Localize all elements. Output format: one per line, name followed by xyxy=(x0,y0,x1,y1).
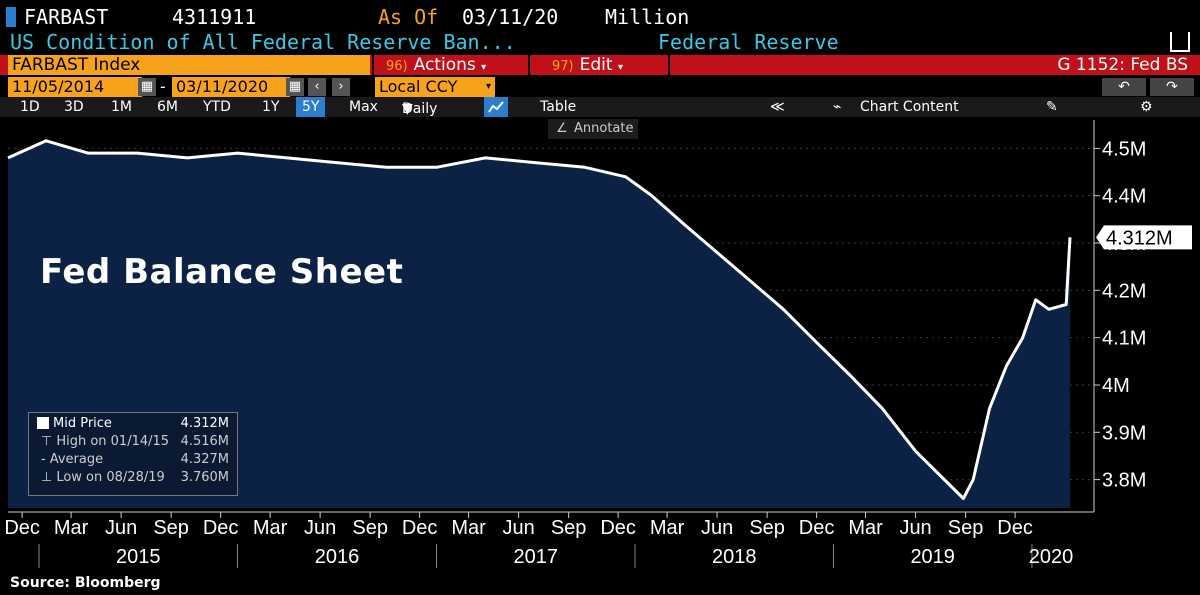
x-tick-label: Mar xyxy=(848,517,883,539)
calendar-icon[interactable]: ▦ xyxy=(286,78,304,96)
x-tick-label: Mar xyxy=(650,517,685,539)
chart-content-icon[interactable]: ⌁ xyxy=(833,99,842,115)
currency-select[interactable]: Local CCY ▾ xyxy=(375,77,495,97)
share-icon[interactable] xyxy=(1170,32,1190,52)
last-value: 4311911 xyxy=(172,5,257,29)
y-tick-label: 3.8M xyxy=(1102,470,1146,492)
x-tick-label: Mar xyxy=(451,517,486,539)
range-5y[interactable]: 5Y xyxy=(296,97,326,117)
data-source: Federal Reserve xyxy=(658,30,839,54)
x-tick-label: Sep xyxy=(153,517,189,539)
actions-menu[interactable]: 96) Actions ▾ xyxy=(386,55,487,75)
x-year-label: 2018 xyxy=(712,546,757,568)
x-axis: Dec Mar Jun Sep Dec Mar Jun Sep Dec Mar Jun Sep Dec M… xyxy=(4,511,1094,568)
table-button[interactable]: Table xyxy=(540,99,577,115)
x-year-label: 2017 xyxy=(513,546,558,568)
y-tick-label: 4.1M xyxy=(1102,328,1146,350)
x-year-label: 2015 xyxy=(116,546,161,568)
y-tick-label: 4.5M xyxy=(1102,138,1146,160)
x-tick-label: Dec xyxy=(997,517,1033,539)
dropdown-arrow-icon: ▼ xyxy=(402,101,413,117)
x-tick-label: Dec xyxy=(4,517,40,539)
end-date-field[interactable]: 03/11/2020 xyxy=(172,77,290,97)
title-bar: FARBAST 4311911 As Of 03/11/20 Million xyxy=(0,4,1200,30)
annotate-button[interactable]: ∠ Annotate xyxy=(548,119,638,139)
x-tick-label: Dec xyxy=(402,517,438,539)
x-tick-label: Jun xyxy=(502,517,534,539)
x-tick-label: Dec xyxy=(203,517,239,539)
legend: Mid Price 4.312M ⊤ High on 01/14/15 4.516… xyxy=(28,412,238,496)
legend-mid-price: Mid Price 4.312M xyxy=(37,415,233,433)
x-tick-label: Jun xyxy=(899,517,931,539)
range-1y[interactable]: 1Y xyxy=(262,99,280,115)
x-year-label: 2020 xyxy=(1029,546,1074,568)
range-max[interactable]: Max xyxy=(349,99,378,115)
x-tick-label: Mar xyxy=(253,517,288,539)
legend-low: ⊥ Low on 08/28/19 3.760M xyxy=(41,470,229,485)
index-field[interactable]: FARBAST Index xyxy=(8,55,370,75)
collapse-icon[interactable]: ≪ xyxy=(770,99,785,115)
date-dash: - xyxy=(160,77,166,96)
legend-average: - Average 4.327M xyxy=(41,452,229,467)
x-year-label: 2019 xyxy=(910,546,955,568)
legend-high: ⊤ High on 01/14/15 4.516M xyxy=(41,434,229,449)
unit-label: Million xyxy=(605,5,690,29)
gear-icon[interactable]: ⚙ xyxy=(1140,99,1153,115)
flag-icon xyxy=(6,7,16,27)
start-date-field[interactable]: 11/05/2014 xyxy=(8,77,142,97)
chart-id: G 1152: Fed BS xyxy=(1057,55,1188,75)
calendar-icon[interactable]: ▦ xyxy=(138,78,156,96)
dropdown-arrow-icon: ▾ xyxy=(617,62,623,73)
prev-arrow-icon[interactable]: ‹ xyxy=(308,78,326,96)
edit-icon[interactable]: ✎ xyxy=(1046,99,1058,115)
range-6m[interactable]: 6M xyxy=(157,99,178,115)
x-tick-label: Dec xyxy=(799,517,835,539)
undo-icon[interactable]: ↶ xyxy=(1102,78,1146,96)
range-3d[interactable]: 3D xyxy=(64,99,84,115)
range-1m[interactable]: 1M xyxy=(111,99,132,115)
chart-content-button[interactable]: Chart Content xyxy=(860,99,959,115)
y-tick-label: 3.9M xyxy=(1102,422,1146,444)
next-arrow-icon[interactable]: › xyxy=(332,78,350,96)
legend-swatch xyxy=(37,417,49,429)
chart-controls: 1D 3D 1M 6M YTD 1Y 5Y Max Daily ▼ Table … xyxy=(0,97,1200,117)
edit-menu[interactable]: 97) Edit ▾ xyxy=(552,55,623,75)
date-range-bar: 11/05/2014 ▦ - 03/11/2020 ▦ ‹ › Local CC… xyxy=(0,77,1200,97)
value-tag-text: 4.312M xyxy=(1106,227,1173,249)
pencil-icon: ∠ xyxy=(556,121,568,136)
redo-icon[interactable]: ↷ xyxy=(1150,78,1194,96)
range-1d[interactable]: 1D xyxy=(20,99,40,115)
x-tick-label: Sep xyxy=(948,517,984,539)
toolbar: FARBAST Index 96) Actions ▾ 97) Edit ▾ G 1… xyxy=(0,55,1200,75)
y-tick-label: 4M xyxy=(1102,375,1130,397)
x-tick-label: Sep xyxy=(551,517,587,539)
plot-title: Fed Balance Sheet xyxy=(40,252,404,292)
as-of-date: 03/11/20 xyxy=(462,5,559,29)
line-chart-icon[interactable] xyxy=(484,97,508,117)
range-ytd[interactable]: YTD xyxy=(203,99,231,115)
x-tick-label: Mar xyxy=(54,517,89,539)
x-tick-label: Jun xyxy=(304,517,336,539)
dropdown-arrow-icon: ▾ xyxy=(485,81,491,92)
y-tick-label: 4.2M xyxy=(1102,280,1146,302)
x-tick-label: Sep xyxy=(749,517,785,539)
description-bar: US Condition of All Federal Reserve Ban.… xyxy=(0,30,1200,54)
ticker: FARBAST xyxy=(24,5,109,29)
y-tick-label: 4.3M xyxy=(1102,233,1146,255)
security-description: US Condition of All Federal Reserve Ban.… xyxy=(10,30,516,54)
x-tick-label: Sep xyxy=(352,517,388,539)
dropdown-arrow-icon: ▾ xyxy=(481,62,487,73)
last-value-tag: 4.312M xyxy=(1096,225,1192,250)
as-of-label: As Of xyxy=(378,5,439,29)
y-tick-label: 4.4M xyxy=(1102,186,1146,208)
x-tick-label: Dec xyxy=(600,517,636,539)
x-tick-label: Jun xyxy=(105,517,137,539)
value-tag-box xyxy=(1096,225,1192,250)
y-axis: 4.5M 4.4M 4.3M 4.2M 4.1M 4M 3.9M 3.8M xyxy=(1093,120,1146,512)
x-tick-label: Jun xyxy=(701,517,733,539)
x-year-label: 2016 xyxy=(315,546,360,568)
source-note: Source: Bloomberg xyxy=(10,575,161,591)
